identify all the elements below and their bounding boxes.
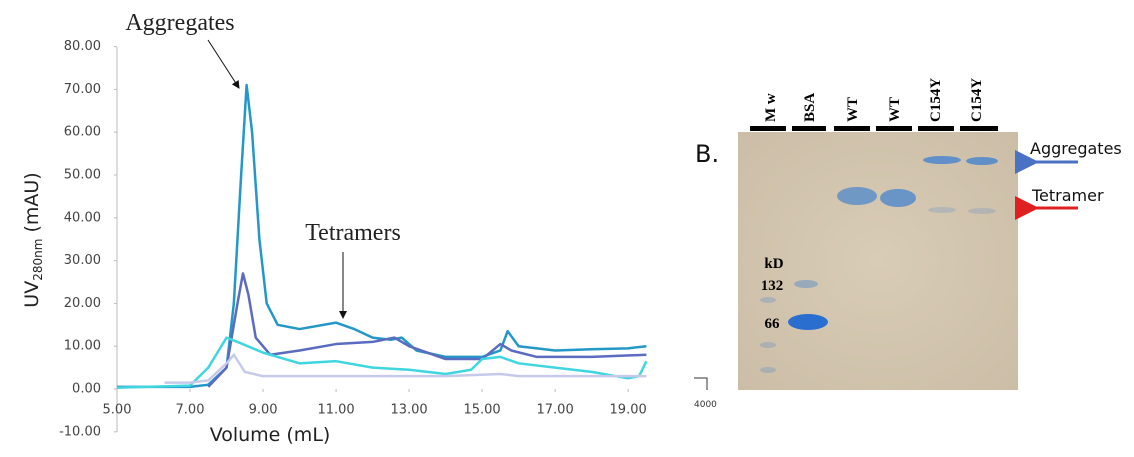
y-tick-label: -10.00 [59,424,101,439]
gel-bands [760,156,998,373]
y-title-main: UV [21,281,43,308]
y-tick-label: 0.00 [72,382,101,397]
y-title-suffix: (mAU) [21,172,43,238]
lane-label: C154Y [969,78,985,122]
x-tick-label: 15.00 [463,403,500,418]
x-tick-label: 19.00 [610,403,647,418]
scale-label: 4000 [694,400,717,410]
y-tick-label: 50.00 [64,168,101,183]
x-tick-label: 7.00 [176,403,205,418]
x-tick-label: 5.00 [103,403,132,418]
annotation: Aggregates [125,10,234,36]
series-line [117,83,647,389]
annotation: Tetramers [305,220,401,246]
annotation-arrow [207,39,240,89]
marker-label: 66 [765,316,781,332]
y-tick-label: 80.00 [64,39,101,54]
x-tick-label: 11.00 [317,403,354,418]
marker-unit: kD [764,256,783,272]
y-tick-label: 60.00 [64,125,101,140]
y-tick-label: 40.00 [64,210,101,225]
x-tick-label: 17.00 [537,403,574,418]
lane-label: WT [887,97,903,122]
y-tick-label: 20.00 [64,296,101,311]
y-tick-label: 10.00 [64,339,101,354]
x-tick-label: 9.00 [249,403,278,418]
gel-panel: B. M w BSA WT WT C154Y C154Y kD 132 66 [694,78,1122,410]
series-line [116,336,648,389]
scale-mark [694,377,708,390]
gel-image [738,132,1018,390]
y-axis-title: UV280nm (mAU) [21,172,45,307]
panel-label: B. [695,140,719,168]
y-title-sub: 280nm [31,239,45,281]
plot: -10.00 0.00 10.00 20.00 30.00 40.00 50.00 60.00… [59,39,648,439]
x-tick-label: 13.00 [390,403,427,418]
series-line [164,353,647,384]
series-line [207,272,647,388]
y-tick-label: 30.00 [64,253,101,268]
x-axis-title: Volume (mL) [210,424,331,446]
lane-label: BSA [802,93,818,122]
y-tick-label: 70.00 [64,82,101,97]
lane-label: C154Y [928,78,944,122]
band-label: Aggregates [1030,139,1122,158]
lane-bars [750,126,998,131]
lane-label: WT [845,97,861,122]
lane-label: M w [763,93,779,122]
marker-label: 132 [761,278,784,294]
band-label: Tetramer [1031,186,1104,205]
